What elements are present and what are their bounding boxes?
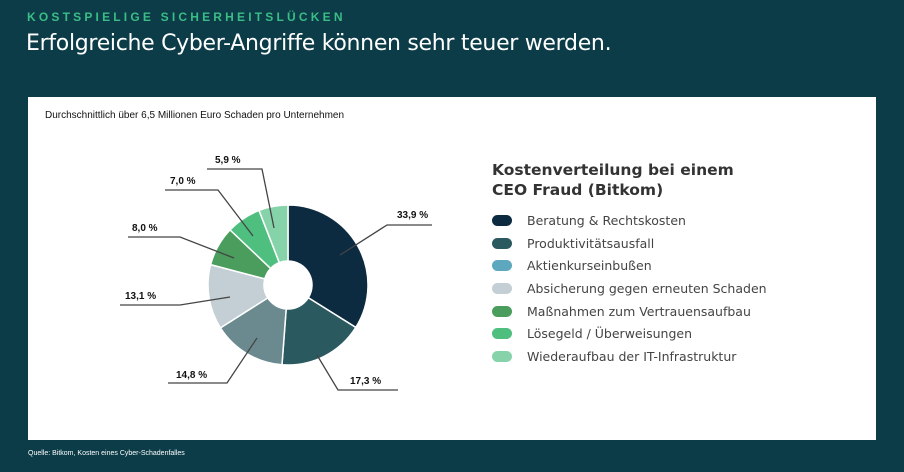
leader-line bbox=[128, 236, 235, 259]
chart-legend: Beratung & Rechtskosten Produktivitätsaus… bbox=[492, 209, 767, 368]
data-label: 7,0 % bbox=[170, 176, 196, 187]
legend-label: Wiederaufbau der IT-Infrastruktur bbox=[527, 348, 737, 364]
legend-swatch bbox=[492, 260, 512, 272]
legend-item: Aktienkurseinbußen bbox=[492, 254, 767, 277]
data-label: 13,1 % bbox=[125, 291, 156, 302]
legend-label: Produktivitätsausfall bbox=[527, 235, 655, 251]
legend-swatch bbox=[492, 282, 512, 294]
legend-swatch bbox=[492, 328, 512, 340]
legend-swatch bbox=[492, 305, 512, 317]
chart-subtitle: Durchschnittlich über 6,5 Millionen Euro… bbox=[45, 110, 345, 121]
legend-item: Wiederaufbau der IT-Infrastruktur bbox=[492, 345, 767, 368]
legend-title: Kostenverteilung bei einem CEO Fraud (Bi… bbox=[492, 161, 734, 199]
legend-swatch bbox=[492, 350, 512, 362]
legend-label: Lösegeld / Überweisungen bbox=[527, 326, 692, 342]
chart-card: Durchschnittlich über 6,5 Millionen Euro… bbox=[28, 97, 876, 440]
leader-line bbox=[316, 354, 398, 391]
source-note: Quelle: Bitkom, Kosten eines Cyber-Schad… bbox=[28, 450, 185, 457]
leader-line bbox=[120, 296, 231, 306]
legend-item: Produktivitätsausfall bbox=[492, 232, 767, 255]
leader-line bbox=[339, 224, 432, 256]
data-label: 33,9 % bbox=[397, 210, 428, 221]
donut-slice bbox=[287, 204, 369, 329]
slide-title: Erfolgreiche Cyber-Angriffe können sehr … bbox=[26, 31, 612, 56]
legend-label: Beratung & Rechtskosten bbox=[527, 212, 686, 228]
section-kicker: KOSTSPIELIGE SICHERHEITSLÜCKEN bbox=[27, 10, 346, 24]
legend-item: Lösegeld / Überweisungen bbox=[492, 322, 767, 345]
legend-swatch bbox=[492, 214, 512, 226]
donut-chart: 33,9 % 17,3 % 14,8 % 13,1 % 8,0 % 7,0 % 5,9 % bbox=[120, 155, 432, 391]
legend-label: Absicherung gegen erneuten Schaden bbox=[527, 280, 767, 296]
leader-line bbox=[168, 337, 258, 384]
legend-item: Maßnahmen zum Vertrauensaufbau bbox=[492, 300, 767, 323]
donut-slice bbox=[281, 296, 357, 366]
leader-line bbox=[165, 189, 254, 237]
legend-item: Absicherung gegen erneuten Schaden bbox=[492, 277, 767, 300]
data-label: 17,3 % bbox=[350, 376, 381, 387]
legend-swatch bbox=[492, 237, 512, 249]
legend-item: Beratung & Rechtskosten bbox=[492, 209, 767, 232]
data-label: 8,0 % bbox=[132, 223, 158, 234]
leader-line bbox=[207, 168, 275, 229]
legend-label: Aktienkurseinbußen bbox=[527, 258, 652, 274]
data-label: 5,9 % bbox=[215, 155, 241, 166]
donut-slice bbox=[258, 204, 289, 264]
data-label: 14,8 % bbox=[176, 370, 207, 381]
legend-label: Maßnahmen zum Vertrauensaufbau bbox=[527, 303, 751, 319]
